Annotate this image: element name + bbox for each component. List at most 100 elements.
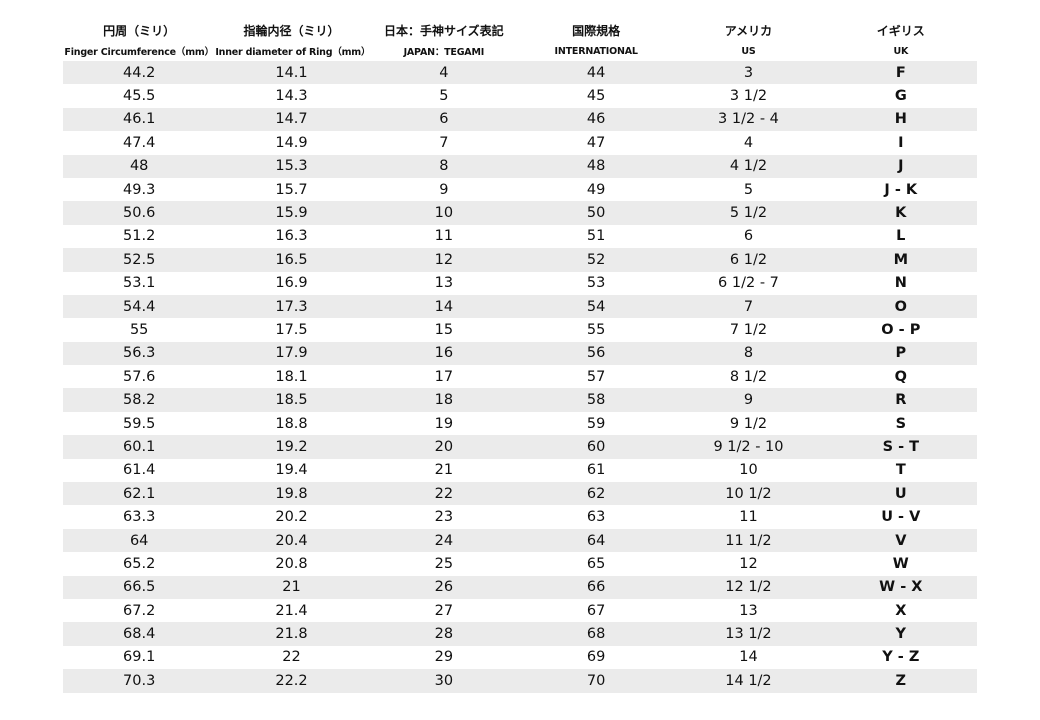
- table-cell: 4: [743, 134, 754, 151]
- table-cell: 26: [434, 579, 454, 596]
- table-body: 44.2 14.1 4 44 3 F 45.5 14.3 5 45 3 1/2 G 46.1 14.7 6 4…: [63, 61, 977, 693]
- table-cell: 48: [129, 158, 149, 175]
- table-row: 46.1 14.7 6 46 3 1/2 - 4 H: [63, 107, 977, 132]
- table-cell: 53.1: [123, 275, 156, 292]
- table-cell: 21: [282, 579, 301, 596]
- table-cell: 49.3: [123, 181, 156, 198]
- table-row: 63.3 20.2 23 63 11 U - V: [63, 505, 977, 528]
- table-cell: 9 1/2: [729, 415, 768, 432]
- table-cell: 55: [586, 321, 606, 338]
- table-cell: 11: [739, 509, 758, 526]
- table-cell: 13 1/2: [725, 626, 772, 643]
- table-cell: 7: [743, 298, 754, 315]
- table-cell: 16: [434, 345, 454, 362]
- table-cell: T: [895, 462, 906, 479]
- table-cell: 15: [434, 321, 454, 338]
- table-cell: 61.4: [123, 462, 156, 479]
- table-cell: 50: [586, 205, 606, 222]
- table-row: 65.2 20.8 25 65 12 W: [63, 552, 977, 575]
- table-cell: 18: [434, 392, 454, 409]
- table-cell: 66: [586, 579, 606, 596]
- table-row: 53.1 16.9 13 53 6 1/2 - 7 N: [63, 272, 977, 295]
- table-cell: 54: [586, 298, 606, 315]
- table-cell: 68: [586, 626, 606, 643]
- table-cell: O: [894, 298, 907, 315]
- table-row: 48 15.3 8 48 4 1/2 J: [63, 154, 977, 178]
- table-cell: 52: [586, 251, 606, 268]
- table-cell: 27: [434, 602, 454, 619]
- header-ja: 国際規格: [572, 24, 621, 38]
- table-cell: H: [894, 111, 907, 128]
- table-row: 47.4 14.9 7 47 4 I: [63, 131, 977, 154]
- table-cell: 14: [739, 649, 758, 666]
- table-cell: 67.2: [123, 602, 156, 619]
- table-cell: 20.2: [275, 509, 308, 526]
- table-cell: L: [896, 228, 906, 245]
- table-cell: 4 1/2: [729, 158, 768, 175]
- header-ja: 円周（ミリ）: [103, 24, 176, 38]
- table-cell: 47: [586, 134, 606, 151]
- table-cell: 19.2: [275, 438, 308, 455]
- table-row: 60.1 19.2 20 60 9 1/2 - 10 S - T: [63, 435, 977, 459]
- table-row: 54.4 17.3 14 54 7 O: [63, 294, 977, 319]
- table-cell: 7 1/2: [729, 321, 768, 338]
- table-cell: G: [894, 88, 907, 105]
- table-cell: Q: [894, 368, 907, 385]
- header-en: JAPAN：TEGAMI: [403, 47, 485, 58]
- table-cell: 7: [439, 134, 449, 151]
- table-cell: 63: [586, 509, 606, 526]
- table-cell: 6 1/2 - 7: [718, 275, 779, 292]
- table-cell: 64: [586, 532, 606, 549]
- table-cell: 9: [743, 392, 754, 409]
- table-cell: 57.6: [123, 368, 156, 385]
- table-cell: 58.2: [123, 392, 156, 409]
- header-row-en: Finger Circumference（mm） Inner diameter o…: [63, 41, 977, 61]
- table-cell: 14.3: [275, 88, 308, 105]
- table-cell: 60.1: [123, 438, 156, 455]
- table-cell: Z: [895, 672, 907, 689]
- table-cell: 18.5: [275, 392, 308, 409]
- table-row: 49.3 15.7 9 49 5 J - K: [63, 178, 977, 201]
- table-cell: 69.1: [123, 649, 156, 666]
- table-cell: 22: [282, 649, 301, 666]
- table-cell: 56.3: [123, 345, 156, 362]
- table-cell: 57: [586, 368, 606, 385]
- table-cell: 59: [586, 415, 606, 432]
- table-cell: 14.1: [275, 64, 308, 81]
- table-cell: 9: [439, 181, 449, 198]
- table-cell: 22: [434, 485, 454, 502]
- table-cell: 51: [586, 228, 606, 245]
- table-cell: 66.5: [123, 579, 156, 596]
- table-cell: 6: [743, 228, 754, 245]
- table-cell: 12: [739, 555, 758, 572]
- table-cell: S: [895, 415, 907, 432]
- table-cell: 53: [586, 275, 606, 292]
- table-cell: 48: [586, 158, 606, 175]
- table-row: 67.2 21.4 27 67 13 X: [63, 599, 977, 622]
- table-cell: 28: [434, 626, 454, 643]
- table-cell: 12 1/2: [725, 579, 772, 596]
- table-cell: 8: [743, 345, 754, 362]
- table-row: 64 20.4 24 64 11 1/2 V: [63, 528, 977, 553]
- table-cell: R: [895, 392, 907, 409]
- table-cell: X: [895, 602, 907, 619]
- table-cell: 20.8: [275, 555, 308, 572]
- table-cell: 6: [439, 111, 449, 128]
- header-en: UK: [893, 45, 909, 57]
- table-cell: 55: [129, 321, 149, 338]
- table-cell: 64: [129, 532, 149, 549]
- table-cell: 14: [434, 298, 454, 315]
- table-cell: S - T: [882, 438, 920, 455]
- table-cell: 30: [434, 672, 454, 689]
- table-cell: 3: [743, 64, 754, 81]
- table-cell: 19.4: [275, 462, 308, 479]
- table-cell: 54.4: [123, 298, 156, 315]
- table-cell: 4: [439, 64, 449, 81]
- table-row: 58.2 18.5 18 58 9 R: [63, 388, 977, 412]
- table-cell: J - K: [884, 181, 918, 198]
- table-cell: 3 1/2 - 4: [718, 111, 779, 128]
- table-cell: 17.3: [275, 298, 308, 315]
- table-cell: 15.7: [275, 181, 308, 198]
- table-cell: 6 1/2: [729, 251, 768, 268]
